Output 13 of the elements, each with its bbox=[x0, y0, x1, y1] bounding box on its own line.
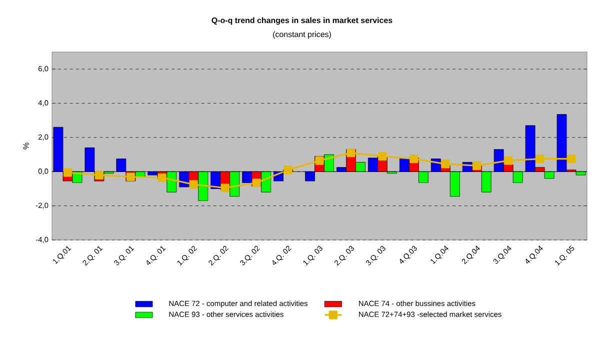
point bbox=[378, 152, 387, 161]
point bbox=[504, 156, 513, 165]
point bbox=[284, 166, 292, 174]
point bbox=[536, 154, 544, 164]
point bbox=[566, 154, 576, 164]
point bbox=[472, 161, 482, 170]
point bbox=[410, 154, 418, 164]
point bbox=[63, 168, 72, 177]
point bbox=[220, 184, 230, 192]
point bbox=[441, 160, 450, 168]
point bbox=[158, 173, 166, 182]
point bbox=[189, 180, 198, 189]
point bbox=[346, 148, 356, 158]
